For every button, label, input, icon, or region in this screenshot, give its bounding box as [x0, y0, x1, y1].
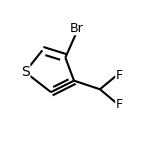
- Text: F: F: [116, 98, 123, 111]
- Text: F: F: [116, 69, 123, 82]
- Text: S: S: [21, 65, 29, 79]
- Text: Br: Br: [70, 22, 84, 35]
